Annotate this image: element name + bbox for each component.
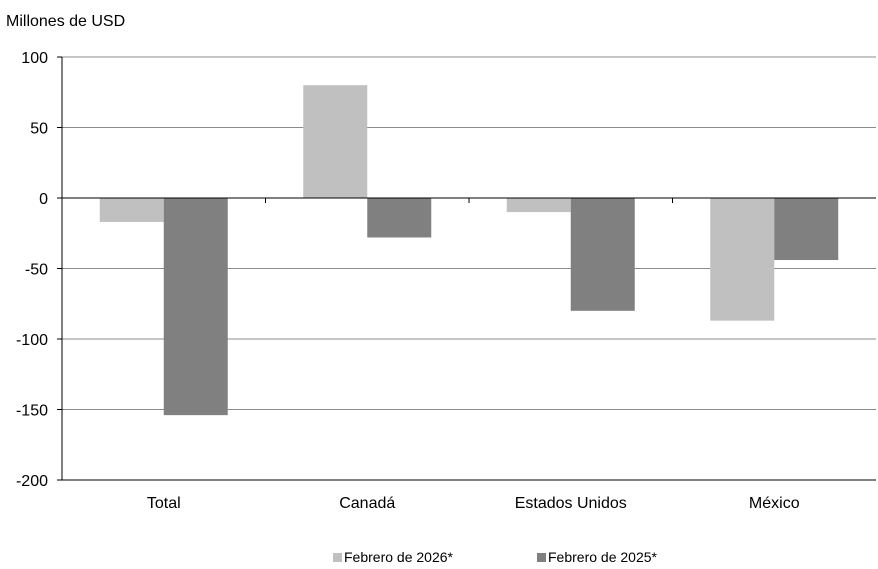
- y-axis-label: Millones de USD: [6, 13, 125, 30]
- legend-label: Febrero de 2026*: [344, 549, 454, 565]
- bars: [100, 85, 839, 415]
- bar: [100, 198, 164, 222]
- bar: [774, 198, 838, 260]
- y-tick-label: -200: [16, 473, 48, 490]
- y-tick-label: -50: [25, 262, 48, 279]
- category-labels: Total Canadá Estados Unidos México: [147, 495, 800, 512]
- y-tick-label: -150: [16, 403, 48, 420]
- bar: [571, 198, 635, 311]
- bar: [710, 198, 774, 321]
- y-tick-label: -100: [16, 332, 48, 349]
- y-tick-label: 50: [30, 121, 48, 138]
- category-label: Total: [147, 495, 181, 512]
- y-tick-labels: 100 50 0 -50 -100 -150 -200: [16, 50, 48, 490]
- legend-swatch: [537, 553, 546, 562]
- category-label: México: [749, 495, 800, 512]
- category-label: Estados Unidos: [515, 495, 627, 512]
- category-label: Canadá: [339, 495, 395, 512]
- bar: [303, 85, 367, 198]
- y-tick-label: 100: [21, 50, 48, 67]
- legend-swatch: [333, 553, 342, 562]
- bar: [367, 198, 431, 237]
- bar: [507, 198, 571, 212]
- legend: Febrero de 2026* Febrero de 2025*: [333, 549, 658, 565]
- legend-label: Febrero de 2025*: [548, 549, 658, 565]
- bar: [164, 198, 228, 415]
- y-tick-label: 0: [39, 191, 48, 208]
